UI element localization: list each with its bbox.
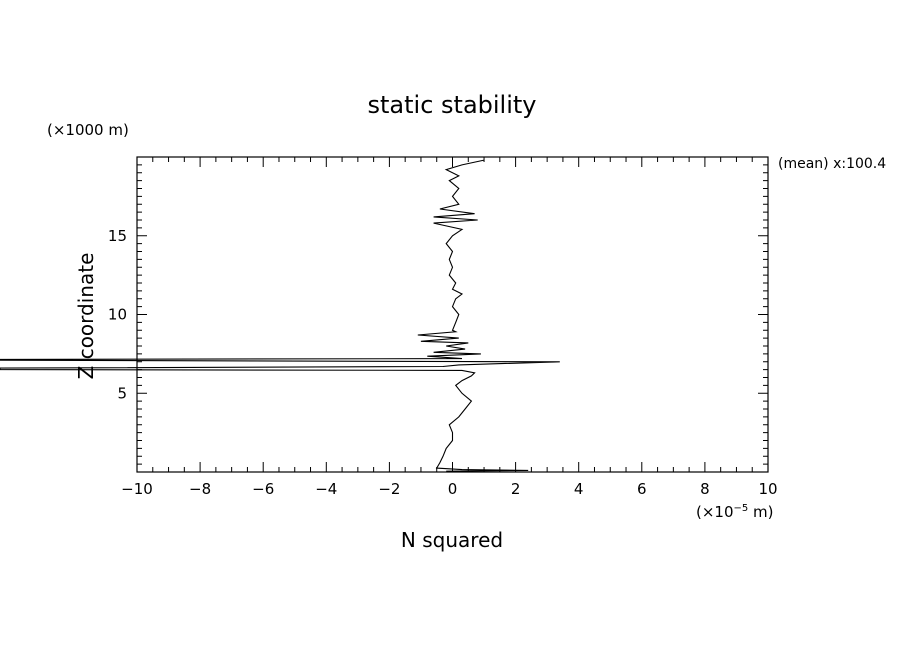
x-tick-label: 0 [448,480,458,498]
x-units-suffix: m) [748,503,773,521]
y-tick-label: 5 [117,384,127,402]
x-tick-label: 8 [700,480,710,498]
x-tick-label: −2 [378,480,400,498]
x-axis-label: N squared [401,528,503,552]
mean-annotation: (mean) x:100.4 [778,156,886,172]
x-units-prefix: (×10 [696,503,734,521]
x-tick-label: 4 [574,480,584,498]
y-tick-label: 10 [108,306,127,324]
axis-tick-labels: −10 −8 −6 −4 −2 0 2 4 6 8 10 5 10 15 [108,227,778,498]
n-squared-profile-line [0,159,560,472]
x-tick-label: 6 [637,480,647,498]
x-units-exponent: −5 [734,503,749,514]
x-tick-label: −6 [252,480,274,498]
x-units-label: (×10−5 m) [696,503,774,521]
plot-frame [136,156,769,473]
x-tick-label: 10 [758,480,777,498]
x-tick-label: −10 [121,480,153,498]
axis-ticks [136,157,769,472]
y-axis-label: Z coordinate [74,253,98,380]
y-tick-label: 15 [108,227,127,245]
x-tick-label: −4 [315,480,337,498]
x-tick-label: −8 [189,480,211,498]
y-units-label: (×1000 m) [47,121,129,139]
chart-title: static stability [368,91,537,119]
x-tick-label: 2 [511,480,521,498]
